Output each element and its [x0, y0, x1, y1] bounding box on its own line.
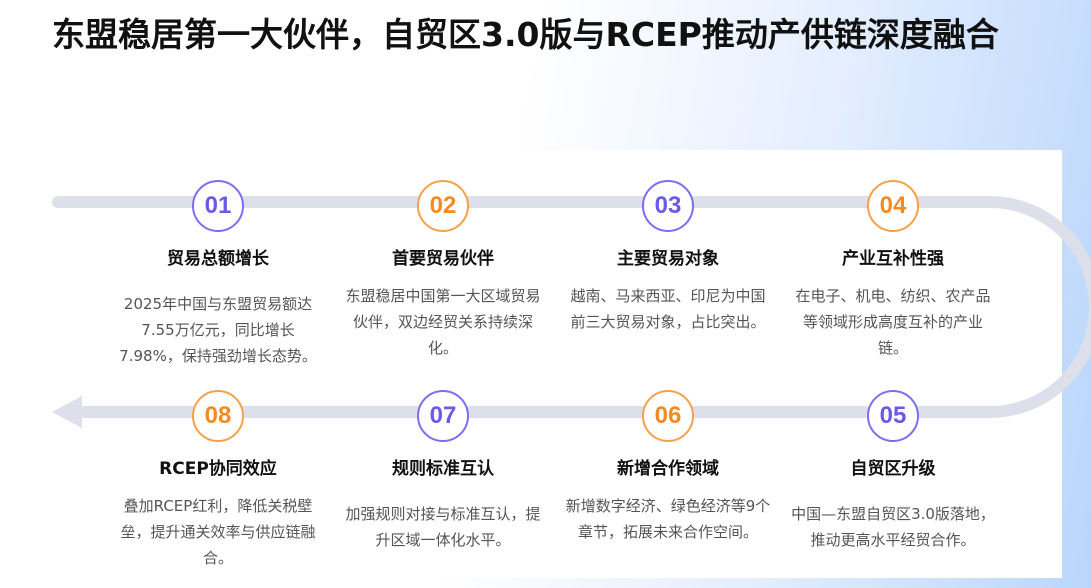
step-04: 04 产业互补性强 在电子、机电、纺织、农产品等领域形成高度互补的产业链。 — [783, 180, 1003, 361]
track-path — [52, 196, 1091, 418]
step-title: 首要贸易伙伴 — [392, 249, 494, 269]
step-01: 01 贸易总额增长 2025年中国与东盟贸易额达7.55万亿元，同比增长7.98… — [108, 180, 328, 369]
step-title: 自贸区升级 — [850, 459, 936, 479]
step-title: 产业互补性强 — [842, 249, 944, 269]
step-05: 05 自贸区升级 中国—东盟自贸区3.0版落地，推动更高水平经贸合作。 — [783, 390, 1003, 553]
step-title: 规则标准互认 — [392, 459, 494, 479]
step-06: 06 新增合作领域 新增数字经济、绿色经济等9个章节，拓展未来合作空间。 — [558, 390, 778, 545]
step-title: 主要贸易对象 — [617, 249, 719, 269]
step-07: 07 规则标准互认 加强规则对接与标准互认，提升区域一体化水平。 — [333, 390, 553, 553]
step-title: 新增合作领域 — [617, 459, 719, 479]
step-number-badge: 05 — [867, 390, 919, 442]
step-description: 叠加RCEP红利，降低关税壁垒，提升通关效率与供应链融合。 — [120, 497, 316, 567]
step-number-badge: 04 — [867, 180, 919, 232]
step-description: 中国—东盟自贸区3.0版落地，推动更高水平经贸合作。 — [791, 505, 995, 549]
step-description: 东盟稳居中国第一大区域贸易伙伴，双边经贸关系持续深化。 — [345, 287, 541, 357]
step-number-badge: 07 — [417, 390, 469, 442]
step-number-badge: 06 — [642, 390, 694, 442]
step-description: 加强规则对接与标准互认，提升区域一体化水平。 — [345, 505, 541, 549]
step-title: RCEP协同效应 — [159, 459, 277, 479]
step-description: 新增数字经济、绿色经济等9个章节，拓展未来合作空间。 — [565, 497, 771, 541]
step-02: 02 首要贸易伙伴 东盟稳居中国第一大区域贸易伙伴，双边经贸关系持续深化。 — [333, 180, 553, 361]
step-03: 03 主要贸易对象 越南、马来西亚、印尼为中国前三大贸易对象，占比突出。 — [558, 180, 778, 335]
step-description: 越南、马来西亚、印尼为中国前三大贸易对象，占比突出。 — [570, 287, 766, 331]
page-title: 东盟稳居第一大伙伴，自贸区3.0版与RCEP推动产供链深度融合 — [52, 15, 999, 54]
step-number-badge: 02 — [417, 180, 469, 232]
step-08: 08 RCEP协同效应 叠加RCEP红利，降低关税壁垒，提升通关效率与供应链融合… — [108, 390, 328, 571]
step-number-badge: 01 — [192, 180, 244, 232]
step-description: 2025年中国与东盟贸易额达7.55万亿元，同比增长7.98%，保持强劲增长态势… — [119, 295, 317, 365]
arrow-left-icon — [52, 396, 82, 428]
step-number-badge: 08 — [192, 390, 244, 442]
step-description: 在电子、机电、纺织、农产品等领域形成高度互补的产业链。 — [795, 287, 991, 357]
step-title: 贸易总额增长 — [167, 249, 269, 269]
step-number-badge: 03 — [642, 180, 694, 232]
